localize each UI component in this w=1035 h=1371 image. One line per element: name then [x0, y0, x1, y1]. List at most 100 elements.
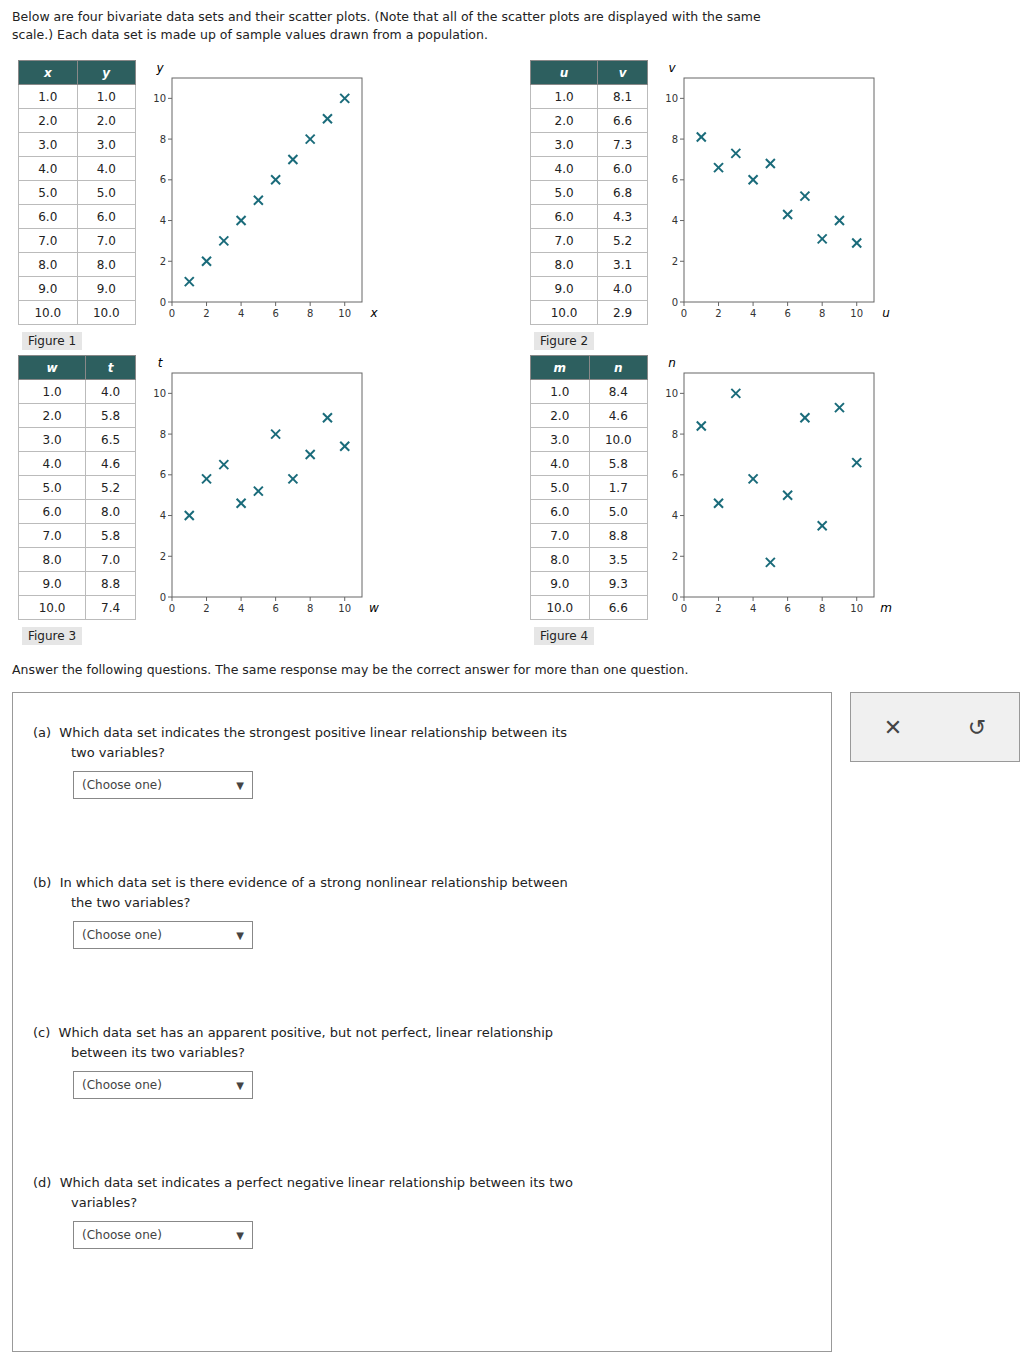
table-cell: 1.0 — [77, 85, 136, 109]
x-tick — [718, 597, 719, 601]
point-stroke — [731, 149, 740, 158]
point-stroke — [714, 499, 723, 508]
point — [800, 192, 809, 201]
table-column-header: n — [589, 356, 648, 380]
x-tick-label: 2 — [715, 308, 721, 319]
point-stroke — [254, 487, 263, 496]
table-cell: 10.0 — [589, 428, 648, 452]
point — [852, 458, 861, 467]
table-column-header: m — [531, 356, 590, 380]
dropdown[interactable]: (Choose one)▼ — [73, 921, 253, 949]
plot-frame — [172, 373, 362, 597]
table-cell: 8.0 — [86, 500, 136, 524]
y-axis-label: y — [155, 61, 164, 75]
table-cell: 5.0 — [589, 500, 648, 524]
table-column-header: t — [86, 356, 136, 380]
y-tick-label: 8 — [160, 134, 166, 145]
table-cell: 7.4 — [86, 596, 136, 620]
point — [306, 135, 315, 144]
x-tick-label: 10 — [850, 603, 863, 614]
table-cell: 9.0 — [531, 572, 590, 596]
table-cell: 2.0 — [531, 109, 598, 133]
x-tick-label: 8 — [307, 308, 313, 319]
x-tick-label: 10 — [338, 308, 351, 319]
table-cell: 3.0 — [531, 133, 598, 157]
table-row: 1.08.1 — [531, 85, 648, 109]
table-cell: 6.0 — [19, 205, 78, 229]
table-cell: 1.0 — [19, 85, 78, 109]
point-stroke — [271, 175, 280, 184]
point-stroke — [237, 499, 246, 508]
dropdown[interactable]: (Choose one)▼ — [73, 1221, 253, 1249]
point-stroke — [219, 460, 228, 469]
question: (a) Which data set indicates the stronge… — [33, 723, 811, 873]
table-row: 4.04.0 — [19, 157, 136, 181]
point — [185, 511, 194, 520]
table-cell: 8.0 — [19, 253, 78, 277]
table-row: 5.05.2 — [19, 476, 136, 500]
plot-frame — [684, 373, 874, 597]
point-stroke — [340, 94, 349, 103]
point — [219, 460, 228, 469]
point-stroke — [219, 236, 228, 245]
point-stroke — [288, 155, 297, 164]
y-tick — [680, 179, 684, 180]
point-stroke — [202, 474, 211, 483]
point-stroke — [783, 491, 792, 500]
point-stroke — [852, 238, 861, 247]
action-button[interactable]: ↺ — [954, 711, 1000, 744]
point — [783, 491, 792, 500]
x-tick-label: 6 — [784, 603, 790, 614]
table-cell: 8.1 — [598, 85, 648, 109]
dropdown[interactable]: (Choose one)▼ — [73, 771, 253, 799]
point-stroke — [323, 114, 332, 123]
y-tick-label: 4 — [672, 215, 678, 226]
y-tick-label: 4 — [160, 510, 166, 521]
x-tick — [856, 597, 857, 601]
action-button[interactable]: ✕ — [870, 711, 916, 744]
table-cell: 5.8 — [589, 452, 648, 476]
table-header-row: wt — [19, 356, 136, 380]
x-tick — [310, 597, 311, 601]
point-stroke — [818, 521, 827, 530]
x-tick — [822, 597, 823, 601]
table-row: 2.02.0 — [19, 109, 136, 133]
table-row: 1.04.0 — [19, 380, 136, 404]
table-cell: 9.0 — [19, 277, 78, 301]
dropdown[interactable]: (Choose one)▼ — [73, 1071, 253, 1099]
x-axis-label: w — [369, 601, 379, 615]
dropdown-arrow: ▼ — [236, 1230, 244, 1241]
point-stroke — [783, 491, 792, 500]
table-row: 10.07.4 — [19, 596, 136, 620]
x-tick — [172, 597, 173, 601]
table-row: 5.01.7 — [531, 476, 648, 500]
x-tick — [822, 302, 823, 306]
table-cell: 6.8 — [598, 181, 648, 205]
table-row: 8.03.5 — [531, 548, 648, 572]
point — [306, 450, 315, 459]
table-row: 10.06.6 — [531, 596, 648, 620]
point-stroke — [237, 499, 246, 508]
table-row: 10.010.0 — [19, 301, 136, 325]
points — [185, 94, 349, 286]
x-tick — [718, 302, 719, 306]
point-stroke — [323, 413, 332, 422]
scatter-plot: 02468100246810mn — [658, 355, 898, 625]
y-tick — [168, 515, 172, 516]
dropdown-arrow: ▼ — [236, 1080, 244, 1091]
table-cell: 4.3 — [598, 205, 648, 229]
y-tick-label: 10 — [665, 388, 678, 399]
table-cell: 3.5 — [589, 548, 648, 572]
panel: mn1.08.42.04.63.010.04.05.85.01.76.05.07… — [530, 355, 910, 650]
x-tick — [856, 302, 857, 306]
point-stroke — [852, 238, 861, 247]
figure-label: Figure 1 — [22, 332, 82, 350]
point-stroke — [202, 257, 211, 266]
y-tick — [680, 393, 684, 394]
table-cell: 5.0 — [531, 181, 598, 205]
question-line: variables? — [33, 1193, 811, 1213]
question: (d) Which data set indicates a perfect n… — [33, 1173, 811, 1323]
x-tick — [241, 302, 242, 306]
y-tick — [168, 179, 172, 180]
table-row: 2.05.8 — [19, 404, 136, 428]
